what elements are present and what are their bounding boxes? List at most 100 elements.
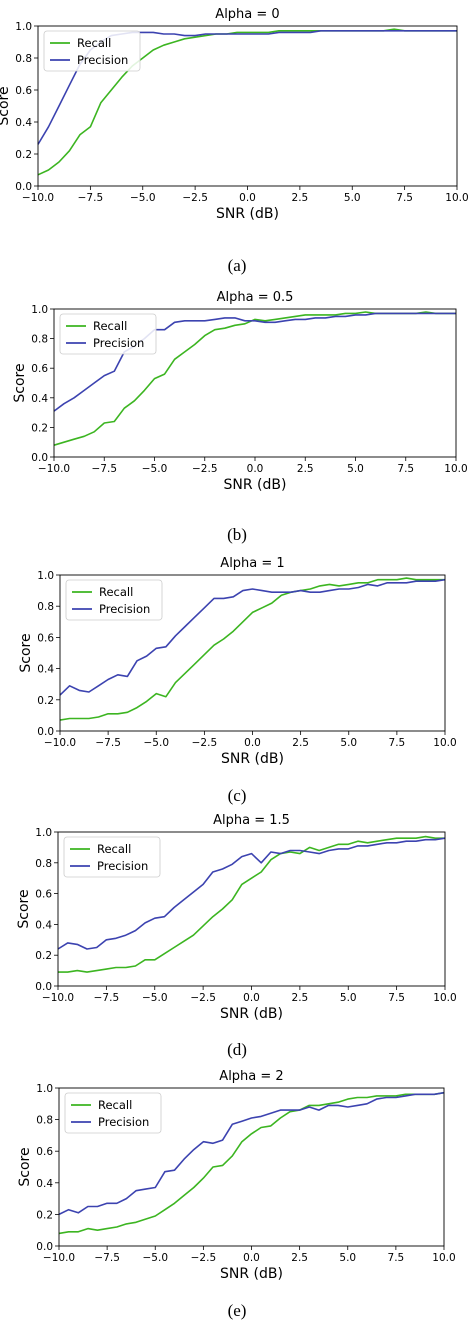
x-tick-label: −2.5 <box>191 1252 217 1264</box>
y-tick-label: 0.4 <box>15 117 32 129</box>
x-tick-label: 0.0 <box>247 463 264 475</box>
y-tick-label: 0.6 <box>31 363 48 375</box>
x-tick-label: 7.5 <box>389 737 406 749</box>
series-line-precision <box>58 1091 445 1216</box>
figure-caption: (d) <box>227 1040 247 1059</box>
y-tick-label: 0.4 <box>36 1178 53 1190</box>
x-tick-label: 2.5 <box>297 463 314 475</box>
x-tick-label: −7.5 <box>78 192 104 204</box>
plot-frame <box>58 1087 445 1247</box>
y-tick-label: 0.0 <box>36 1241 53 1253</box>
x-tick-label: 7.5 <box>388 1252 405 1264</box>
figure-caption: (a) <box>228 256 247 275</box>
chart-panel-e: Alpha = 2 −10.0 −7.5 −5.0 −2.5 0.0 2.5 5.0 7.5 10… <box>17 1069 456 1320</box>
y-axis-label: Score <box>16 889 32 928</box>
plot-frame <box>37 25 458 187</box>
x-tick-label: −2.5 <box>182 192 208 204</box>
y-tick-label: 0.0 <box>37 726 54 738</box>
legend-label-precision: Precision <box>77 53 128 67</box>
plot-frame <box>57 831 446 987</box>
y-tick-label: 0.0 <box>15 181 32 193</box>
x-tick-label: 10.0 <box>433 992 456 1004</box>
x-tick-label: 10.0 <box>444 463 467 475</box>
x-tick-label: 2.5 <box>292 737 309 749</box>
x-tick-label: −10.0 <box>38 463 70 475</box>
x-tick-label: −5.0 <box>142 463 168 475</box>
x-tick-label: −7.5 <box>94 992 120 1004</box>
x-tick-label: −10.0 <box>42 992 74 1004</box>
plot-frame <box>59 574 446 732</box>
y-axis-label: Score <box>12 363 28 402</box>
y-tick-label: 0.8 <box>31 334 48 346</box>
x-tick-label: 5.0 <box>344 192 361 204</box>
y-tick-label: 0.0 <box>31 452 48 464</box>
y-tick-label: 0.8 <box>37 601 54 613</box>
chart-title: Alpha = 2 <box>219 1069 283 1084</box>
x-tick-label: 7.5 <box>396 192 413 204</box>
legend-box <box>63 836 161 878</box>
y-tick-label: 0.2 <box>15 149 32 161</box>
y-tick-label: 0.8 <box>36 1115 53 1127</box>
chart-title: Alpha = 1 <box>220 556 284 571</box>
x-tick-label: −5.0 <box>143 1252 169 1264</box>
x-tick-label: 5.0 <box>347 463 364 475</box>
x-tick-label: 7.5 <box>397 463 414 475</box>
chart-panel-a: Alpha = 0 −10.0 −7.5 −5.0 −2.5 0.0 2.5 5.0 7.5 10… <box>0 7 469 275</box>
x-tick-label: 2.5 <box>292 992 309 1004</box>
legend-label-recall: Recall <box>97 842 131 856</box>
series-line-precision <box>59 578 446 696</box>
x-tick-label: 10.0 <box>445 192 468 204</box>
y-tick-label: 0.4 <box>35 919 52 931</box>
x-tick-label: −5.0 <box>130 192 156 204</box>
y-tick-label: 0.8 <box>15 53 32 65</box>
x-axis-label: SNR (dB) <box>224 477 287 493</box>
x-tick-label: −7.5 <box>95 737 121 749</box>
x-tick-label: 10.0 <box>432 1252 455 1264</box>
figure-caption: (c) <box>228 786 247 805</box>
chart-panel-b: Alpha = 0.5 −10.0 −7.5 −5.0 −2.5 0.0 2.5 5.0 7.5… <box>12 290 468 544</box>
legend-box <box>59 313 157 355</box>
x-tick-label: −2.5 <box>192 463 218 475</box>
figure-caption: (b) <box>227 525 247 544</box>
series-line-recall <box>58 835 445 973</box>
y-tick-label: 0.2 <box>35 950 52 962</box>
chart-title: Alpha = 1.5 <box>213 813 290 828</box>
y-tick-label: 0.6 <box>15 85 32 97</box>
y-axis-label: Score <box>18 633 34 672</box>
x-tick-label: 0.0 <box>243 1252 260 1264</box>
legend-label-recall: Recall <box>99 585 133 599</box>
x-tick-label: −2.5 <box>190 992 216 1004</box>
y-tick-label: 0.4 <box>31 393 48 405</box>
x-axis-label: SNR (dB) <box>221 751 284 767</box>
series-line-precision <box>53 312 456 412</box>
y-tick-label: 0.2 <box>37 695 54 707</box>
y-tick-label: 1.0 <box>35 827 52 839</box>
x-tick-label: −7.5 <box>94 1252 120 1264</box>
y-tick-label: 0.0 <box>35 981 52 993</box>
y-tick-label: 0.6 <box>35 889 52 901</box>
x-tick-label: 2.5 <box>291 1252 308 1264</box>
x-tick-label: 5.0 <box>339 1252 356 1264</box>
y-tick-label: 0.2 <box>31 422 48 434</box>
x-tick-label: 0.0 <box>244 737 261 749</box>
y-tick-label: 1.0 <box>31 304 48 316</box>
x-tick-label: −2.5 <box>192 737 218 749</box>
x-tick-label: 7.5 <box>388 992 405 1004</box>
y-tick-label: 0.6 <box>37 632 54 644</box>
y-tick-label: 1.0 <box>36 1083 53 1095</box>
y-tick-label: 1.0 <box>37 570 54 582</box>
series-line-precision <box>57 837 446 950</box>
legend-label-precision: Precision <box>93 336 144 350</box>
legend-box <box>64 1092 162 1134</box>
y-tick-label: 0.2 <box>36 1209 53 1221</box>
legend-label-recall: Recall <box>77 36 111 50</box>
plot-frame <box>53 308 457 458</box>
x-axis-label: SNR (dB) <box>220 1266 283 1282</box>
legend-label-recall: Recall <box>98 1098 132 1112</box>
y-tick-label: 0.4 <box>37 664 54 676</box>
legend-label-precision: Precision <box>98 1115 149 1129</box>
legend-box <box>65 579 163 621</box>
x-tick-label: 0.0 <box>239 192 256 204</box>
legend-label-recall: Recall <box>93 319 127 333</box>
